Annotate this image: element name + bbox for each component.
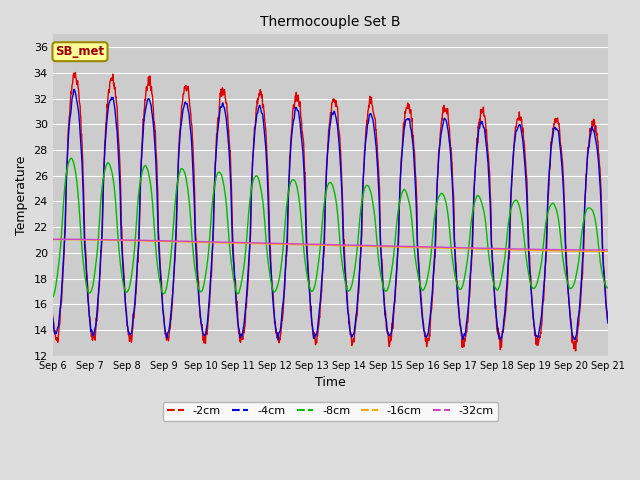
Title: Thermocouple Set B: Thermocouple Set B (260, 15, 401, 29)
Y-axis label: Temperature: Temperature (15, 156, 28, 235)
X-axis label: Time: Time (315, 376, 346, 389)
Legend: -2cm, -4cm, -8cm, -16cm, -32cm: -2cm, -4cm, -8cm, -16cm, -32cm (163, 402, 498, 421)
Text: SB_met: SB_met (56, 45, 104, 58)
